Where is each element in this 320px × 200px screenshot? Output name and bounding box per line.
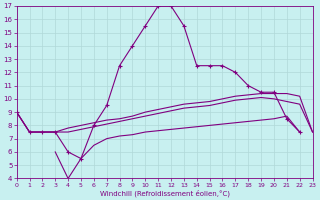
X-axis label: Windchill (Refroidissement éolien,°C): Windchill (Refroidissement éolien,°C) [100,189,229,197]
